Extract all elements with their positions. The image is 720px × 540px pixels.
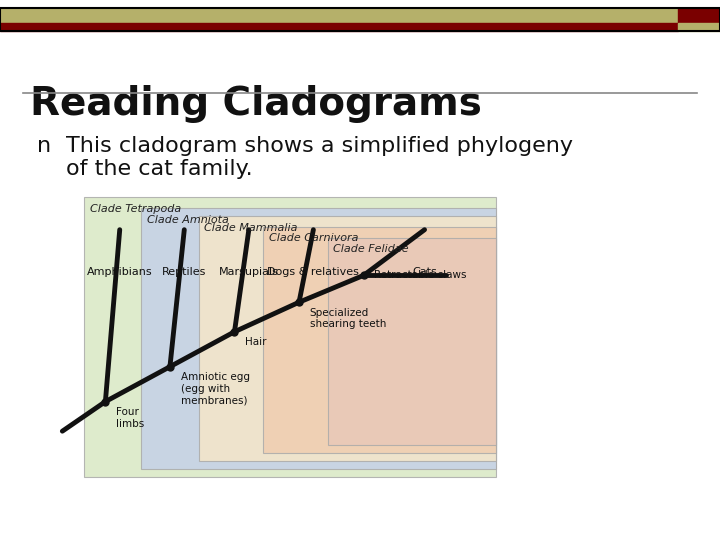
Text: Reptiles: Reptiles <box>162 267 207 278</box>
Text: Amphibians: Amphibians <box>87 267 153 278</box>
Text: Dogs & relatives: Dogs & relatives <box>267 267 359 278</box>
Text: Hair: Hair <box>246 337 266 347</box>
Text: Clade Mammalia: Clade Mammalia <box>204 222 298 233</box>
FancyBboxPatch shape <box>199 217 496 461</box>
Text: n: n <box>37 136 51 156</box>
Text: Four
limbs: Four limbs <box>116 407 145 429</box>
Text: Marsupials: Marsupials <box>219 267 279 278</box>
Text: This cladogram shows a simplified phylogeny
of the cat family.: This cladogram shows a simplified phylog… <box>66 136 573 179</box>
FancyBboxPatch shape <box>264 227 496 453</box>
FancyBboxPatch shape <box>328 238 496 444</box>
Text: Clade Tetrapoda: Clade Tetrapoda <box>89 204 181 214</box>
Text: Clade Carnivora: Clade Carnivora <box>269 233 359 244</box>
FancyBboxPatch shape <box>141 208 496 469</box>
Text: Clade Felidae: Clade Felidae <box>333 244 409 254</box>
Text: Clade Amniota: Clade Amniota <box>147 215 229 225</box>
Text: Cats: Cats <box>412 267 437 278</box>
Text: Retractable claws: Retractable claws <box>374 271 467 280</box>
Text: Amniotic egg
(egg with
membranes): Amniotic egg (egg with membranes) <box>181 372 250 406</box>
FancyBboxPatch shape <box>84 198 496 477</box>
Text: Specialized
shearing teeth: Specialized shearing teeth <box>310 308 386 329</box>
Text: Reading Cladograms: Reading Cladograms <box>30 85 482 123</box>
